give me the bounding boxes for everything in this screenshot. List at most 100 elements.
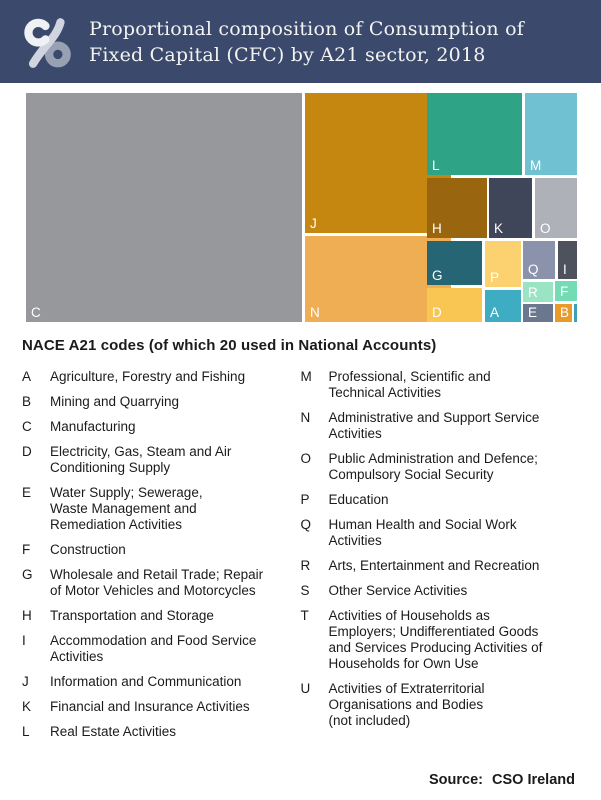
- legend-item-description: Human Health and Social Work Activities: [328, 517, 517, 548]
- treemap-tile-D: D: [427, 288, 482, 322]
- legend-item-code: F: [22, 542, 31, 557]
- treemap-tile-G: G: [427, 241, 482, 285]
- legend-heading: NACE A21 codes (of which 20 used in Nati…: [22, 337, 437, 354]
- legend-item-M: M Professional, Scientific and Technical A…: [301, 369, 580, 401]
- legend-item-code: P: [300, 492, 310, 507]
- legend-item-code: L: [22, 724, 30, 739]
- treemap-tile-label-B: B: [560, 305, 570, 320]
- treemap-tile-label-E: E: [528, 305, 538, 320]
- treemap-tile-P: P: [485, 241, 521, 287]
- treemap-tile-label-R: R: [528, 285, 538, 300]
- treemap-tile-label-K: K: [494, 221, 504, 236]
- treemap-tile-S: [574, 304, 577, 322]
- legend-item-code: G: [22, 567, 33, 582]
- legend-item-E: E Water Supply; Sewerage, Waste Management…: [22, 485, 301, 533]
- legend-item-description: Financial and Insurance Activities: [50, 699, 250, 714]
- legend-item-L: L Real Estate Activities: [22, 724, 301, 740]
- treemap-tile-F: F: [555, 281, 577, 301]
- legend-item-code: A: [22, 369, 32, 384]
- legend-item-code: S: [300, 583, 310, 598]
- chart-title-line1: Proportional composition of Consumption …: [89, 17, 524, 40]
- legend-item-code: T: [300, 608, 309, 623]
- legend-item-code: C: [22, 419, 32, 434]
- legend-item-code: O: [300, 451, 312, 466]
- legend-item-code: R: [300, 558, 311, 573]
- legend-item-description: Electricity, Gas, Steam and Air Condition…: [50, 444, 232, 475]
- treemap-tile-label-Q: Q: [528, 262, 539, 277]
- legend-item-G: G Wholesale and Retail Trade; Repair of Mo…: [22, 567, 301, 599]
- treemap-tile-R: R: [523, 282, 553, 302]
- legend-item-H: H Transportation and Storage: [22, 608, 301, 624]
- legend-item-S: S Other Service Activities: [301, 583, 580, 599]
- legend-item-description: Construction: [50, 542, 126, 557]
- treemap-tile-label-L: L: [432, 158, 440, 173]
- legend-item-description: Other Service Activities: [328, 583, 468, 598]
- treemap-tile-I: I: [558, 241, 577, 279]
- legend-item-R: R Arts, Entertainment and Recreation: [301, 558, 580, 574]
- treemap-tile-K: K: [489, 178, 532, 238]
- treemap-tile-Q: Q: [523, 241, 555, 279]
- treemap-tile-label-O: O: [540, 221, 551, 236]
- legend-item-A: A Agriculture, Forestry and Fishing: [22, 369, 301, 385]
- legend-item-I: I Accommodation and Food Service Activitie…: [22, 633, 301, 665]
- legend-item-code: H: [22, 608, 32, 623]
- treemap-tile-label-C: C: [31, 305, 41, 320]
- treemap-tile-label-H: H: [432, 221, 442, 236]
- treemap-tile-H: H: [427, 178, 487, 238]
- legend-item-description: Arts, Entertainment and Recreation: [328, 558, 540, 573]
- legend-item-T: T Activities of Households as Employers; U…: [301, 608, 580, 672]
- treemap-tile-label-F: F: [560, 284, 569, 299]
- treemap-tile-label-G: G: [432, 268, 443, 283]
- legend-item-J: J Information and Communication: [22, 674, 301, 690]
- legend-item-description: Administrative and Support Service Activi…: [328, 410, 540, 441]
- source-note: Source: CSO Ireland: [429, 772, 575, 788]
- legend-item-U: U Activities of Extraterritorial Organisat…: [301, 681, 580, 729]
- legend-item-description: Water Supply; Sewerage, Waste Management …: [50, 485, 203, 532]
- legend-column-left: A Agriculture, Forestry and Fishing B Minin…: [22, 369, 301, 740]
- legend-columns: A Agriculture, Forestry and Fishing B Minin…: [22, 369, 579, 740]
- legend-item-code: Q: [300, 517, 312, 532]
- legend-item-code: N: [300, 410, 311, 425]
- treemap-tile-A: A: [485, 290, 521, 322]
- legend-item-code: K: [22, 699, 32, 714]
- legend-item-C: C Manufacturing: [22, 419, 301, 435]
- treemap-tile-label-I: I: [563, 262, 567, 277]
- cso-logo-icon: [18, 13, 76, 71]
- legend-item-code: J: [22, 674, 29, 689]
- legend-item-O: O Public Administration and Defence; Compu…: [301, 451, 580, 483]
- legend-item-D: D Electricity, Gas, Steam and Air Conditio…: [22, 444, 301, 476]
- legend-item-code: U: [300, 681, 311, 696]
- legend-item-F: F Construction: [22, 542, 301, 558]
- treemap-tile-label-P: P: [490, 270, 500, 285]
- legend-item-N: N Administrative and Support Service Activ…: [301, 410, 580, 442]
- treemap-tile-E: E: [523, 304, 553, 322]
- treemap-tile-label-D: D: [432, 305, 442, 320]
- treemap-tile-label-N: N: [310, 305, 320, 320]
- legend-item-B: B Mining and Quarrying: [22, 394, 301, 410]
- legend-item-description: Wholesale and Retail Trade; Repair of Mot…: [50, 567, 264, 598]
- treemap-tile-J: J: [305, 93, 451, 233]
- treemap-tile-label-J: J: [310, 216, 317, 231]
- source-value: CSO Ireland: [492, 772, 575, 788]
- legend-item-description: Mining and Quarrying: [50, 394, 180, 409]
- treemap-tile-C: C: [26, 93, 302, 322]
- legend-item-code: I: [22, 633, 26, 648]
- legend-item-P: P Education: [301, 492, 580, 508]
- legend-item-description: Activities of Extraterritorial Organisati…: [328, 681, 485, 728]
- legend-item-description: Manufacturing: [50, 419, 136, 434]
- legend-item-code: M: [300, 369, 312, 384]
- treemap-chart: C J N L M H K O G P Q I D A R F E B: [26, 93, 577, 322]
- legend-item-description: Activities of Households as Employers; Un…: [328, 608, 543, 671]
- legend-item-description: Professional, Scientific and Technical Ac…: [328, 369, 491, 400]
- legend-item-Q: Q Human Health and Social Work Activities: [301, 517, 580, 549]
- chart-title-line2: Fixed Capital (CFC) by A21 sector, 2018: [89, 43, 486, 66]
- legend: NACE A21 codes (of which 20 used in Nati…: [22, 337, 579, 740]
- legend-item-description: Public Administration and Defence; Compul…: [328, 451, 538, 482]
- source-label: Source:: [429, 772, 483, 788]
- treemap-tile-N: N: [305, 236, 451, 322]
- legend-item-code: D: [22, 444, 32, 459]
- treemap-tile-label-M: M: [530, 158, 542, 173]
- legend-item-description: Accommodation and Food Service Activities: [50, 633, 257, 664]
- legend-item-description: Information and Communication: [50, 674, 242, 689]
- legend-item-code: E: [22, 485, 32, 500]
